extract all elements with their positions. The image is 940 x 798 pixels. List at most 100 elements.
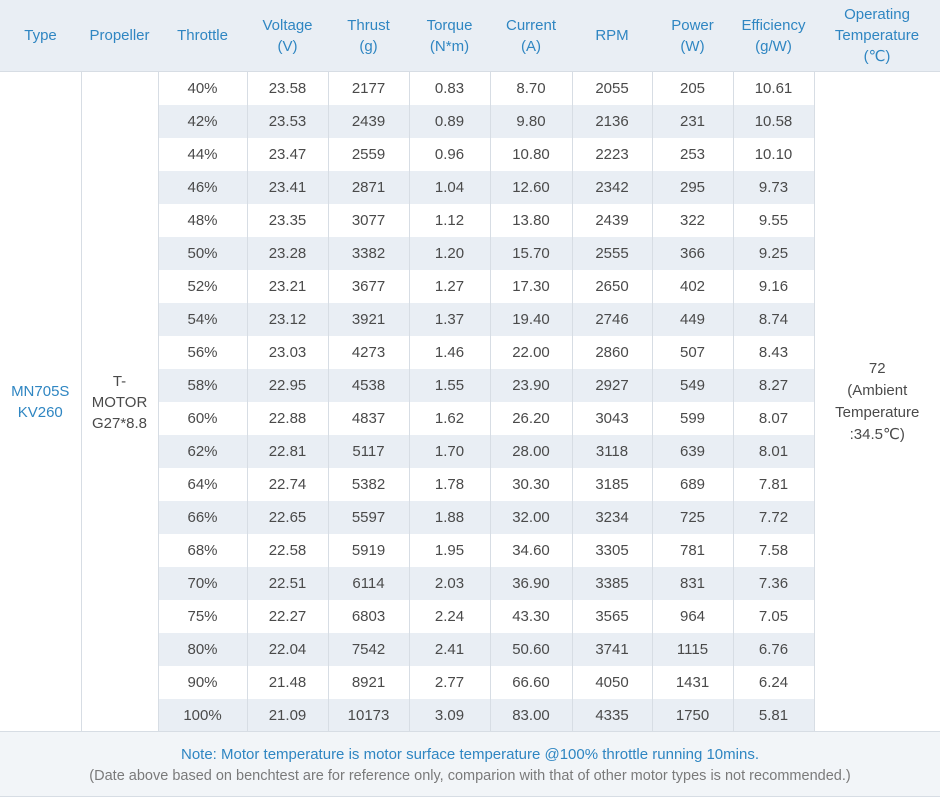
thrust-cell: 4273 — [327, 336, 409, 369]
header-temperature: Operating Temperature (℃) — [814, 0, 940, 72]
efficiency-cell: 5.81 — [732, 699, 814, 732]
voltage-cell: 23.53 — [246, 105, 328, 138]
throttle-cell: 40% — [157, 71, 247, 105]
efficiency-cell: 8.74 — [732, 303, 814, 336]
voltage-cell: 22.65 — [246, 501, 328, 534]
table-row: 100% 21.09 10173 3.09 83.00 4335 1750 5.81 — [0, 699, 940, 732]
current-cell: 9.80 — [489, 105, 572, 138]
current-cell: 50.60 — [489, 633, 572, 666]
power-cell: 295 — [651, 171, 733, 204]
header-row: Type Propeller Throttle Voltage (V) Thrus… — [0, 0, 940, 72]
voltage-cell: 22.27 — [246, 600, 328, 633]
torque-cell: 0.96 — [408, 138, 490, 171]
table-row: 70% 22.51 6114 2.03 36.90 3385 831 7.36 — [0, 567, 940, 600]
header-thrust: Thrust (g) — [328, 0, 409, 72]
power-cell: 231 — [651, 105, 733, 138]
power-cell: 402 — [651, 270, 733, 303]
torque-cell: 1.88 — [408, 501, 490, 534]
operating-temperature-cell: 72 (Ambient Temperature:34.5℃) — [813, 71, 940, 732]
current-cell: 26.20 — [489, 402, 572, 435]
power-cell: 831 — [651, 567, 733, 600]
header-propeller: Propeller — [81, 0, 158, 72]
current-cell: 10.80 — [489, 138, 572, 171]
power-cell: 549 — [651, 369, 733, 402]
rpm-cell: 3185 — [571, 468, 652, 501]
efficiency-cell: 8.43 — [732, 336, 814, 369]
power-cell: 599 — [651, 402, 733, 435]
torque-cell: 2.24 — [408, 600, 490, 633]
power-cell: 253 — [651, 138, 733, 171]
current-cell: 66.60 — [489, 666, 572, 699]
torque-cell: 1.20 — [408, 237, 490, 270]
current-cell: 17.30 — [489, 270, 572, 303]
table-row: 56% 23.03 4273 1.46 22.00 2860 507 8.43 — [0, 336, 940, 369]
torque-cell: 1.12 — [408, 204, 490, 237]
throttle-cell: 62% — [157, 435, 247, 468]
voltage-cell: 23.28 — [246, 237, 328, 270]
thrust-cell: 8921 — [327, 666, 409, 699]
rpm-cell: 2650 — [571, 270, 652, 303]
efficiency-cell: 7.58 — [732, 534, 814, 567]
thrust-cell: 2439 — [327, 105, 409, 138]
current-cell: 34.60 — [489, 534, 572, 567]
table-row: 80% 22.04 7542 2.41 50.60 3741 1115 6.76 — [0, 633, 940, 666]
table-row: 46% 23.41 2871 1.04 12.60 2342 295 9.73 — [0, 171, 940, 204]
note-disclaimer: (Date above based on benchtest are for r… — [89, 768, 851, 784]
power-cell: 449 — [651, 303, 733, 336]
power-cell: 639 — [651, 435, 733, 468]
torque-cell: 3.09 — [408, 699, 490, 732]
torque-cell: 1.55 — [408, 369, 490, 402]
table-row: MN705S KV260 T- MOTOR G27*8.8 40% 23.58 2177 0.8… — [0, 71, 940, 732]
current-cell: 22.00 — [489, 336, 572, 369]
power-cell: 781 — [651, 534, 733, 567]
table-row: 90% 21.48 8921 2.77 66.60 4050 1431 6.24 — [0, 666, 940, 699]
rpm-cell: 2746 — [571, 303, 652, 336]
header-voltage: Voltage (V) — [247, 0, 328, 72]
thrust-cell: 10173 — [327, 699, 409, 732]
torque-cell: 0.89 — [408, 105, 490, 138]
voltage-cell: 23.03 — [246, 336, 328, 369]
power-cell: 1750 — [651, 699, 733, 732]
rpm-cell: 2927 — [571, 369, 652, 402]
temperature-line: Temperature — [835, 404, 920, 421]
header-type: Type — [0, 0, 81, 72]
thrust-cell: 2871 — [327, 171, 409, 204]
power-cell: 322 — [651, 204, 733, 237]
voltage-cell: 23.21 — [246, 270, 328, 303]
rpm-cell: 2555 — [571, 237, 652, 270]
table-row: 58% 22.95 4538 1.55 23.90 2927 549 8.27 — [0, 369, 940, 402]
throttle-cell: 64% — [157, 468, 247, 501]
throttle-cell: 54% — [157, 303, 247, 336]
current-cell: 23.90 — [489, 369, 572, 402]
throttle-cell: 58% — [157, 369, 247, 402]
thrust-cell: 5919 — [327, 534, 409, 567]
voltage-cell: 22.04 — [246, 633, 328, 666]
voltage-cell: 23.12 — [246, 303, 328, 336]
throttle-cell: 75% — [157, 600, 247, 633]
thrust-cell: 2559 — [327, 138, 409, 171]
header-throttle: Throttle — [158, 0, 247, 72]
thrust-cell: 4538 — [327, 369, 409, 402]
table-row: 66% 22.65 5597 1.88 32.00 3234 725 7.72 — [0, 501, 940, 534]
rpm-cell: 3234 — [571, 501, 652, 534]
throttle-cell: 60% — [157, 402, 247, 435]
thrust-cell: 2177 — [327, 71, 409, 105]
power-cell: 689 — [651, 468, 733, 501]
throttle-cell: 100% — [157, 699, 247, 732]
voltage-cell: 23.58 — [246, 71, 328, 105]
voltage-cell: 22.58 — [246, 534, 328, 567]
voltage-cell: 23.47 — [246, 138, 328, 171]
throttle-cell: 42% — [157, 105, 247, 138]
rpm-cell: 3741 — [571, 633, 652, 666]
torque-cell: 1.37 — [408, 303, 490, 336]
rpm-cell: 2136 — [571, 105, 652, 138]
table-row: 48% 23.35 3077 1.12 13.80 2439 322 9.55 — [0, 204, 940, 237]
torque-cell: 1.62 — [408, 402, 490, 435]
efficiency-cell: 6.76 — [732, 633, 814, 666]
current-cell: 28.00 — [489, 435, 572, 468]
rpm-cell: 2342 — [571, 171, 652, 204]
efficiency-cell: 9.55 — [732, 204, 814, 237]
current-cell: 32.00 — [489, 501, 572, 534]
throttle-cell: 56% — [157, 336, 247, 369]
propeller-line: G27*8.8 — [91, 414, 148, 432]
